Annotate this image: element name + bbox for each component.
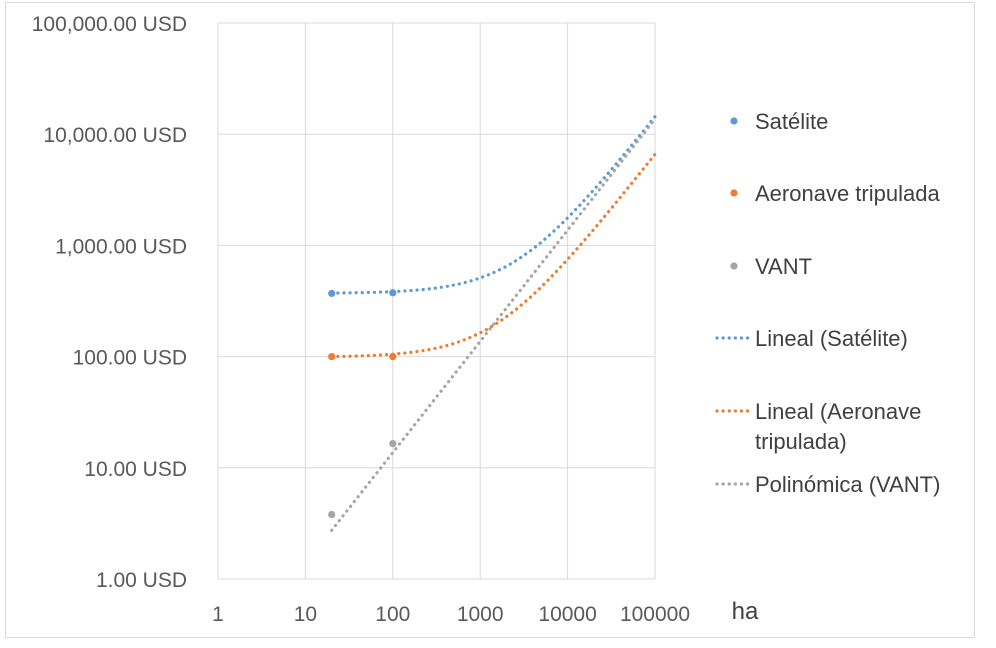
chart-frame xyxy=(5,2,975,638)
legend-item: Lineal (Satélite) xyxy=(715,326,908,351)
x-tick-label: 100 xyxy=(375,603,410,626)
point-aeronave-tripulada xyxy=(328,353,336,361)
legend-item: Lineal (Aeronave tripulada) xyxy=(715,399,921,454)
legend-marker xyxy=(730,189,738,197)
trendline-lineal-aeronave-tripulada- xyxy=(330,152,657,359)
trendline-lineal-sat-lite- xyxy=(330,115,657,295)
legend-item: Satélite xyxy=(730,109,828,134)
point-sat-lite xyxy=(328,289,336,298)
y-tick-label: 100,000.00 USD xyxy=(32,13,187,36)
legend-label: Lineal (Satélite) xyxy=(755,326,908,351)
point-aeronave-tripulada xyxy=(389,353,397,361)
x-tick-label: 1000 xyxy=(457,603,504,626)
point-vant xyxy=(328,510,336,519)
legend-label: Satélite xyxy=(755,109,828,134)
y-tick-label: 10.00 USD xyxy=(84,458,187,481)
x-tick-label: 1 xyxy=(212,603,224,626)
grid xyxy=(217,22,656,580)
y-tick-label: 10,000.00 USD xyxy=(43,124,187,147)
legend-label: Polinómica (VANT) xyxy=(755,472,940,497)
legend-label: Aeronave tripulada xyxy=(755,181,940,206)
trendline-polin-mica-vant- xyxy=(330,117,657,532)
legend-item: VANT xyxy=(730,254,812,279)
legend-label: Lineal (Aeronave tripulada) xyxy=(755,399,921,454)
point-sat-lite xyxy=(389,289,397,297)
legend-item: Aeronave tripulada xyxy=(730,181,940,206)
point-vant xyxy=(389,440,397,448)
y-tick-label: 100.00 USD xyxy=(73,347,187,370)
legend-marker xyxy=(730,262,738,270)
legend-marker xyxy=(730,117,738,125)
legend-item: Polinómica (VANT) xyxy=(715,472,940,497)
y-tick-labels: 1.00 USD 10.00 USD 100.00 USD 1,000.00 USD 1… xyxy=(32,13,187,592)
legend-label: VANT xyxy=(755,254,812,279)
data-points xyxy=(328,289,397,519)
x-axis-label: ha xyxy=(732,598,759,625)
x-tick-label: 10 xyxy=(294,603,317,626)
legend: Satélite Aeronave tripulada VANT Lineal (Sa… xyxy=(715,109,940,497)
x-tick-labels: 1 10 100 1000 10000 100000 xyxy=(212,603,690,626)
x-tick-label: 10000 xyxy=(538,603,596,626)
trendlines xyxy=(330,115,657,532)
y-tick-label: 1,000.00 USD xyxy=(55,235,187,258)
x-tick-label: 100000 xyxy=(620,603,690,626)
y-tick-label: 1.00 USD xyxy=(96,569,187,592)
